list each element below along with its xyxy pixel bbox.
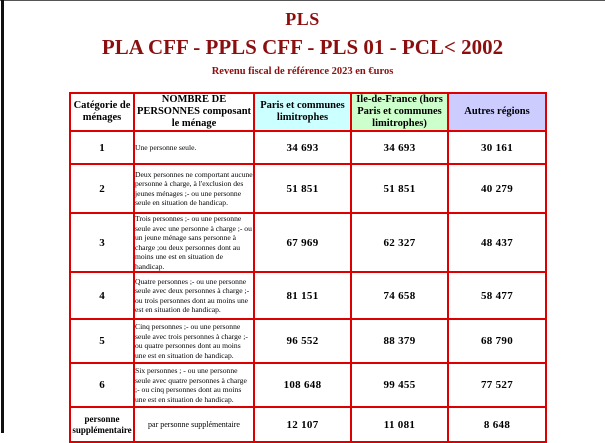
value-idf: 62 327: [350, 212, 449, 273]
value-paris: 81 151: [253, 271, 352, 320]
value-paris: 34 693: [253, 130, 352, 165]
category-cell: 6: [69, 362, 135, 408]
page-title: PLS: [285, 9, 320, 29]
description-cell: Quatre personnes ;- ou une personne seul…: [133, 271, 255, 320]
value-autres: 8 648: [447, 406, 547, 443]
table-row: 6 Six personnes ; - ou une personne seul…: [69, 362, 547, 408]
category-cell: 2: [69, 163, 135, 214]
header-paris: Paris et communes limitrophes: [253, 92, 352, 132]
table-row-extra-person: personne supplémentaire par personne sup…: [69, 406, 547, 443]
category-cell: 1: [69, 130, 135, 165]
value-autres: 30 161: [447, 130, 547, 165]
table-row: 1 Une personne seule. 34 693 34 693 30 1…: [69, 130, 547, 165]
income-ceiling-table: Catégorie de ménages NOMBRE DE PERSONNES…: [69, 92, 547, 443]
category-cell: 3: [69, 212, 135, 273]
description-cell: par personne supplémentaire: [133, 406, 255, 443]
value-idf: 51 851: [350, 163, 449, 214]
value-autres: 48 437: [447, 212, 547, 273]
table-row: 4 Quatre personnes ;- ou une personne se…: [69, 271, 547, 320]
table-row: 3 Trois personnes ;- ou une personne seu…: [69, 212, 547, 273]
description-cell: Cinq personnes ;- ou une personne seule …: [133, 318, 255, 364]
table-row: 2 Deux personnes ne comportant aucune pe…: [69, 163, 547, 214]
value-idf: 88 379: [350, 318, 449, 364]
value-paris: 51 851: [253, 163, 352, 214]
value-idf: 34 693: [350, 130, 449, 165]
page-subtitle-codes: PLA CFF - PPLS CFF - PLS 01 - PCL< 2002: [101, 35, 504, 59]
header-category: Catégorie de ménages: [69, 92, 135, 132]
value-paris: 67 969: [253, 212, 352, 273]
table-row: 5 Cinq personnes ;- ou une personne seul…: [69, 318, 547, 364]
table-header-row: Catégorie de ménages NOMBRE DE PERSONNES…: [69, 92, 547, 132]
description-cell: Trois personnes ;- ou une personne seule…: [133, 212, 255, 273]
description-cell: Deux personnes ne comportant aucune pers…: [133, 163, 255, 214]
window-left-border: [1, 0, 4, 433]
value-autres: 40 279: [447, 163, 547, 214]
value-paris: 96 552: [253, 318, 352, 364]
value-autres: 58 477: [447, 271, 547, 320]
value-idf: 74 658: [350, 271, 449, 320]
description-cell: Six personnes ; - ou une personne seule …: [133, 362, 255, 408]
header-persons: NOMBRE DE PERSONNES composant le ménage: [133, 92, 255, 132]
header-autres-regions: Autres régions: [447, 92, 547, 132]
value-idf: 11 081: [350, 406, 449, 443]
value-autres: 68 790: [447, 318, 547, 364]
window-top-border: [0, 0, 605, 1]
title-block: PLS PLA CFF - PPLS CFF - PLS 01 - PCL< 2…: [0, 8, 605, 60]
header-ile-de-france: Ile-de-France (hors Paris et communes li…: [350, 92, 449, 132]
value-idf: 99 455: [350, 362, 449, 408]
category-cell: personne supplémentaire: [69, 406, 135, 443]
value-paris: 108 648: [253, 362, 352, 408]
reference-income-caption: Revenu fiscal de référence 2023 en €uros: [211, 66, 394, 77]
value-autres: 77 527: [447, 362, 547, 408]
category-cell: 4: [69, 271, 135, 320]
category-cell: 5: [69, 318, 135, 364]
description-cell: Une personne seule.: [133, 130, 255, 165]
value-paris: 12 107: [253, 406, 352, 443]
